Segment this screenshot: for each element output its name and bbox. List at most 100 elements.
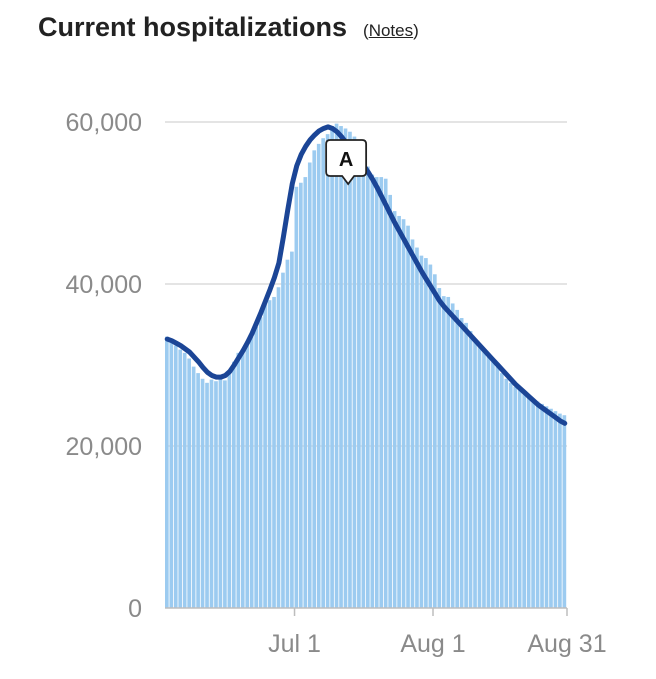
bar bbox=[307, 162, 312, 608]
bar bbox=[191, 366, 196, 608]
bar bbox=[535, 401, 540, 608]
bar bbox=[325, 134, 330, 608]
bar bbox=[223, 380, 227, 608]
bar bbox=[245, 345, 250, 608]
bar bbox=[459, 318, 464, 608]
bar bbox=[464, 322, 468, 608]
bar bbox=[495, 366, 500, 608]
bar bbox=[352, 136, 357, 608]
bar bbox=[285, 259, 290, 608]
bar bbox=[205, 382, 209, 608]
bar bbox=[513, 386, 518, 608]
bar bbox=[383, 178, 388, 608]
bar bbox=[446, 296, 451, 608]
bar bbox=[334, 123, 339, 609]
bar bbox=[249, 334, 254, 608]
bar bbox=[526, 395, 531, 608]
bar bbox=[504, 378, 509, 608]
chart-header: Current hospitalizations (Notes) bbox=[38, 12, 419, 43]
bar bbox=[424, 258, 428, 608]
bar bbox=[477, 344, 482, 608]
bar bbox=[549, 408, 553, 608]
bar bbox=[165, 336, 169, 608]
y-tick-label: 20,000 bbox=[66, 433, 142, 461]
bar bbox=[410, 239, 415, 608]
bar bbox=[508, 382, 513, 608]
bar bbox=[258, 317, 263, 608]
x-tick-label: Aug 1 bbox=[400, 630, 465, 658]
bar bbox=[303, 177, 308, 608]
bar bbox=[558, 413, 562, 608]
bar bbox=[348, 131, 352, 608]
notes-link[interactable]: Notes bbox=[368, 21, 414, 40]
bar bbox=[214, 381, 218, 608]
notes-open-paren: ( bbox=[363, 21, 369, 40]
bar bbox=[267, 300, 272, 608]
bar bbox=[433, 274, 437, 608]
bar bbox=[343, 128, 348, 609]
bar bbox=[473, 340, 477, 608]
bar bbox=[187, 358, 191, 608]
bar bbox=[294, 186, 299, 609]
bar bbox=[357, 146, 361, 609]
bar bbox=[299, 182, 303, 608]
annotation-marker[interactable] bbox=[325, 139, 368, 186]
bar bbox=[236, 352, 241, 608]
bar bbox=[374, 177, 379, 608]
bar bbox=[330, 126, 334, 609]
x-tick-label: Aug 31 bbox=[527, 630, 606, 658]
bar bbox=[468, 330, 473, 608]
bar bbox=[553, 411, 558, 608]
bar bbox=[428, 264, 433, 608]
bar bbox=[182, 352, 187, 608]
bar bbox=[218, 377, 223, 608]
bar bbox=[312, 150, 317, 608]
bar bbox=[339, 126, 343, 609]
notes-close-paren: ) bbox=[413, 21, 419, 40]
bar bbox=[522, 392, 526, 608]
bar bbox=[401, 219, 406, 608]
bar bbox=[361, 156, 366, 608]
bar bbox=[240, 348, 245, 608]
bar bbox=[227, 373, 232, 608]
bar bbox=[232, 361, 236, 608]
bar bbox=[169, 342, 174, 608]
bar bbox=[209, 379, 214, 608]
bar bbox=[281, 272, 285, 608]
bar bbox=[392, 211, 397, 608]
bar bbox=[540, 403, 544, 608]
bar bbox=[272, 296, 276, 608]
bar bbox=[455, 309, 459, 608]
y-tick-label: 60,000 bbox=[66, 109, 142, 137]
bar bbox=[254, 326, 258, 608]
notes-link-wrapper: (Notes) bbox=[363, 21, 419, 41]
y-tick-label: 0 bbox=[128, 595, 142, 623]
bar bbox=[200, 378, 205, 608]
bar bbox=[562, 415, 567, 608]
bar bbox=[500, 373, 504, 608]
bar bbox=[316, 143, 321, 608]
bar bbox=[379, 177, 384, 608]
bar bbox=[517, 390, 522, 608]
bar bbox=[406, 225, 410, 608]
bar bbox=[415, 247, 419, 609]
chart-title: Current hospitalizations bbox=[38, 12, 348, 42]
bar bbox=[441, 296, 446, 608]
bar bbox=[370, 174, 375, 608]
bar bbox=[366, 166, 370, 609]
y-tick-label: 40,000 bbox=[66, 271, 142, 299]
bar bbox=[482, 350, 486, 608]
bar bbox=[544, 406, 549, 608]
bar bbox=[178, 349, 183, 608]
annotation-label: A bbox=[339, 149, 353, 171]
bar bbox=[196, 373, 200, 608]
bar bbox=[276, 287, 281, 608]
bar bbox=[450, 303, 455, 608]
bar bbox=[290, 251, 294, 608]
bar bbox=[321, 138, 325, 608]
bar bbox=[491, 361, 495, 608]
x-tick-label: Jul 1 bbox=[268, 630, 321, 658]
bar bbox=[531, 399, 535, 608]
bar bbox=[397, 215, 401, 608]
